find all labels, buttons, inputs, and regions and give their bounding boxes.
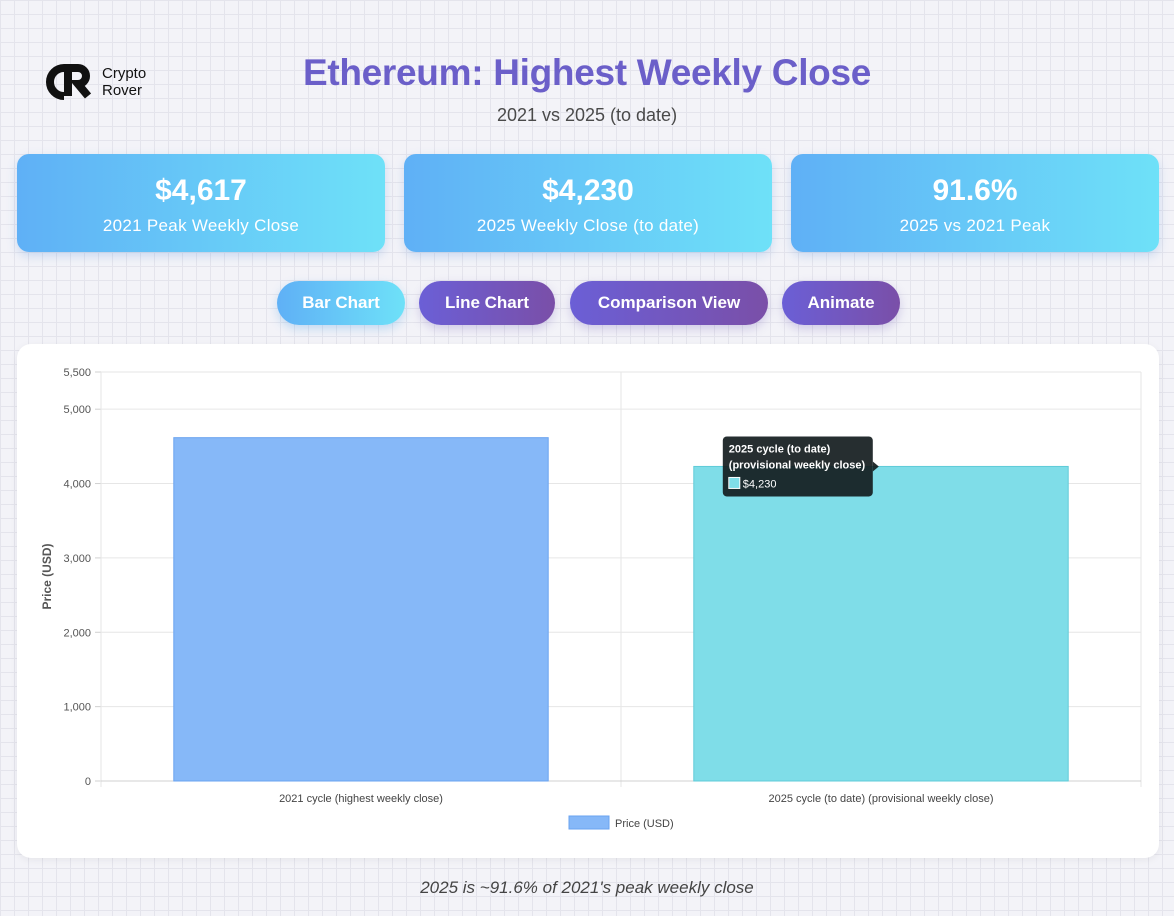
bar — [693, 465, 1069, 782]
stat-label: 2025 Weekly Close (to date) — [476, 216, 700, 235]
bar — [173, 437, 549, 782]
y-tick-label: 0 — [85, 776, 91, 788]
logo-line1: Crypto — [102, 65, 147, 82]
y-tick-label: 5,500 — [63, 367, 91, 379]
brand-logo: Crypto Rover — [44, 62, 146, 102]
chart-panel: 0 1,000 2,000 3,000 4,000 5,000 5,500 Price (US… — [17, 344, 1159, 858]
stat-card-ratio: 91.6% 2025 vs 2021 Peak — [791, 154, 1159, 252]
y-tick-label: 2,000 — [63, 627, 91, 639]
y-tick-label: 4,000 — [63, 479, 91, 491]
stat-label: 2025 vs 2021 Peak — [899, 216, 1051, 235]
stat-value: $4,617 — [155, 174, 247, 207]
stat-card-2025-close: $4,230 2025 Weekly Close (to date) — [404, 154, 772, 252]
stat-value: 91.6% — [932, 174, 1018, 207]
stat-label: 2021 Peak Weekly Close — [102, 216, 300, 235]
animate-button[interactable]: Animate — [782, 281, 900, 325]
bar-chart: 0 1,000 2,000 3,000 4,000 5,000 5,500 Price (US… — [40, 367, 1142, 830]
stat-value: $4,230 — [542, 174, 634, 207]
y-tick-label: 1,000 — [63, 702, 91, 714]
legend-label: Price (USD) — [615, 818, 674, 830]
line-chart-button[interactable]: Line Chart — [419, 281, 555, 325]
comparison-view-button[interactable]: Comparison View — [570, 281, 768, 325]
page-title: Ethereum: Highest Weekly Close — [302, 52, 872, 93]
legend-swatch — [568, 815, 610, 830]
x-tick-label: 2025 cycle (to date) (provisional weekly… — [769, 793, 994, 805]
footer-note: 2025 is ~91.6% of 2021's peak weekly clo… — [420, 878, 754, 897]
tooltip-value: $4,230 — [743, 478, 777, 490]
bar-chart-button[interactable]: Bar Chart — [277, 281, 405, 325]
tooltip-swatch — [728, 476, 741, 489]
page-subtitle: 2021 vs 2025 (to date) — [496, 105, 678, 125]
crypto-rover-logo-icon — [46, 64, 92, 100]
logo-line2: Rover — [102, 82, 143, 99]
tooltip-title-line1: 2025 cycle (to date) — [729, 443, 831, 455]
y-axis-label: Price (USD) — [40, 543, 54, 609]
y-tick-label: 5,000 — [63, 404, 91, 416]
tooltip-caret — [872, 461, 879, 472]
y-tick-label: 3,000 — [63, 553, 91, 565]
x-tick-label: 2021 cycle (highest weekly close) — [279, 793, 443, 805]
stat-card-2021-peak: $4,617 2021 Peak Weekly Close — [17, 154, 385, 252]
tooltip-box — [722, 436, 873, 497]
tooltip-title-line2: (provisional weekly close) — [729, 459, 866, 471]
logo-text: Crypto Rover — [102, 65, 146, 99]
